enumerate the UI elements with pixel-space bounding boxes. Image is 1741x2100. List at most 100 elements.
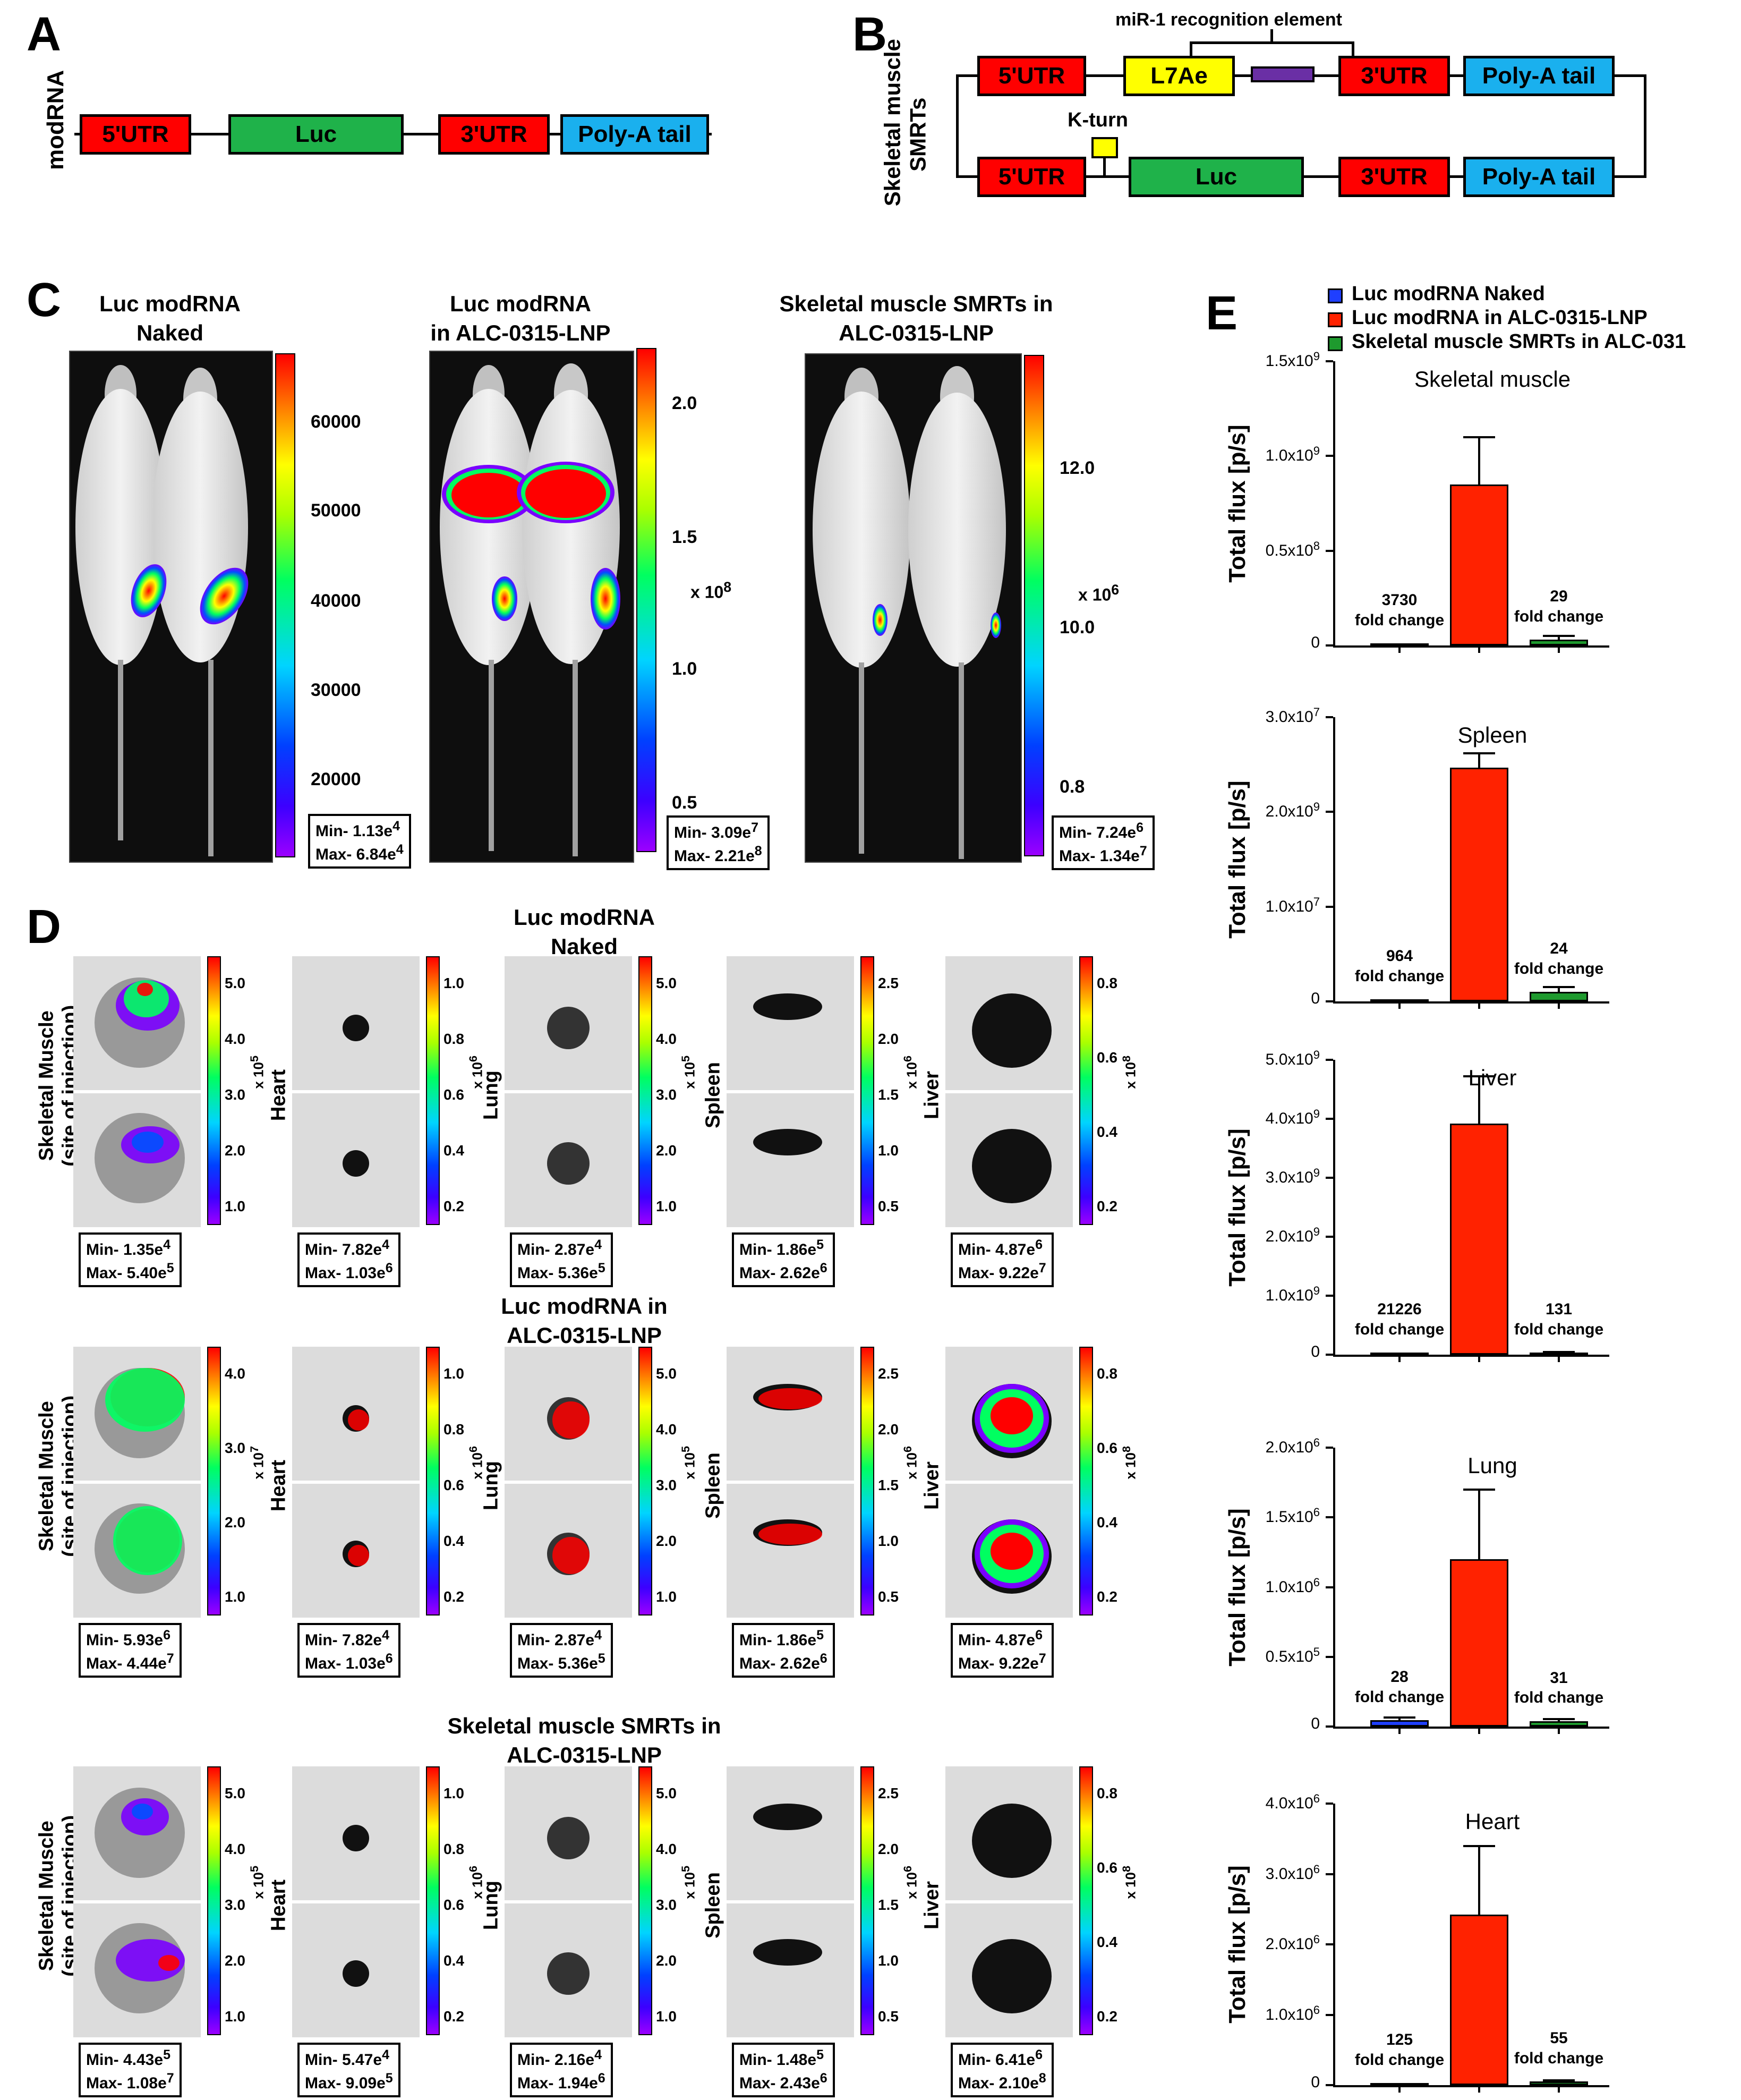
e-x-tick [1478,645,1480,653]
d-colorbar-tick: 0.8 [443,1421,464,1438]
panel-letter-e: E [1206,287,1238,340]
d-colorbar [1079,1766,1093,2035]
legend-label-naked: Luc modRNA Naked [1352,283,1545,305]
d-scale-label: x 105 [679,1446,698,1480]
e-x-tick [1558,2085,1560,2093]
panel-letter-a: A [27,8,61,61]
e-y-tick-label: 4.0x106 [1265,1792,1320,1812]
d-section-title: Skeletal muscle SMRTs in ALC-0315-LNP [447,1713,721,1767]
e-error-cap [1543,1350,1575,1353]
c-colorbar-naked [275,353,295,857]
d-colorbar-tick: 0.8 [443,1031,464,1047]
c-scale-label: x 108 [690,579,732,602]
d-colorbar-tick: 0.2 [1097,1588,1117,1605]
d-signal-blob [113,1506,182,1575]
e-fold-label: 964 fold change [1354,947,1445,985]
d-colorbar-tick: 2.0 [878,1421,899,1438]
e-y-tick-mark [1326,1236,1333,1238]
e-x-tick [1398,2085,1401,2093]
c-colorbar-lnp [636,348,656,852]
d-image-divider [73,1090,201,1093]
e-y-tick-label: 1.0x106 [1265,2003,1320,2024]
d-signal-blob [991,1533,1033,1570]
e-y-tick-label: 1.5x109 [1265,350,1320,370]
mir-label: miR-1 recognition element [1115,10,1342,30]
d-minmax: Min- 1.48e5 Max- 2.43e6 [732,2043,835,2097]
d-section-title: Luc modRNA in ALC-0315-LNP [501,1294,668,1348]
d-organ-label: Liver [920,1881,943,1929]
e-y-tick-mark [1326,455,1333,457]
d-colorbar [426,956,440,1225]
e-y-tick-mark [1326,716,1333,718]
d-colorbar-tick: 3.0 [656,1897,677,1913]
e-error-cap [1463,1075,1495,1078]
e-error-bar [1478,1076,1480,1124]
e-y-tick-label: 3.0x109 [1265,1166,1320,1186]
d-colorbar [638,956,652,1225]
d-organ-label: Lung [480,1881,502,1930]
d-colorbar-tick: 3.0 [225,1897,245,1913]
e-y-tick-mark [1326,1725,1333,1728]
d-colorbar-tick: 0.4 [1097,1934,1117,1950]
legend-swatch-smrts [1328,336,1343,351]
e-y-axis [1333,1804,1335,2085]
d-colorbar [860,1766,874,2035]
e-error-cap [1463,1844,1495,1847]
d-colorbar [1079,1347,1093,1616]
d-minmax: Min- 4.87e6 Max- 9.22e7 [951,1623,1054,1678]
d-image-divider [945,1090,1073,1093]
e-y-tick-mark [1326,1177,1333,1179]
d-colorbar [426,1766,440,2035]
d-colorbar-tick: 3.0 [656,1086,677,1103]
d-scale-label: x 106 [901,1446,920,1480]
e-error-bar [1478,1489,1480,1559]
d-colorbar-tick: 0.6 [443,1477,464,1493]
e-bar [1450,767,1508,1001]
e-y-tick-mark [1326,1295,1333,1297]
d-minmax: Min- 7.82e4 Max- 1.03e6 [297,1232,400,1287]
e-chart-title: Lung [1467,1453,1517,1478]
d-organ-label: Heart [267,1879,290,1932]
e-fold-label: 131 fold change [1514,1300,1604,1338]
d-section-title: Luc modRNA Naked [514,905,655,959]
e-y-tick-label: 2.0x109 [1265,800,1320,821]
d-scale-label: x 105 [679,1866,698,1899]
d-colorbar-tick: 5.0 [225,1785,245,1801]
d-colorbar-tick: 5.0 [656,1365,677,1382]
d-colorbar [207,1347,221,1616]
e-fold-label: 125 fold change [1354,2031,1445,2069]
e-y-tick-mark [1326,811,1333,813]
e-y-tick-label: 0 [1311,634,1320,651]
d-minmax: Min- 1.86e5 Max- 2.62e6 [732,1232,835,1287]
e-y-tick-mark [1326,1586,1333,1588]
d-colorbar [638,1347,652,1616]
d-organ-label: Liver [920,1461,943,1510]
d-organ-shape [547,1007,590,1049]
b-row2-3utr-box: 3'UTR [1338,157,1450,197]
e-y-tick-mark [1326,1803,1333,1805]
c-tick: 0.5 [672,793,697,813]
d-signal-blob [137,983,153,996]
e-y-tick-label: 5.0x109 [1265,1048,1320,1068]
e-error-bar [1558,987,1560,992]
d-colorbar-tick: 1.0 [656,1588,677,1605]
mir-element-box [1251,66,1315,82]
d-colorbar-tick: 5.0 [656,975,677,991]
e-error-bar [1478,437,1480,484]
e-fold-label: 28 fold change [1354,1668,1445,1706]
d-colorbar-tick: 4.0 [656,1421,677,1438]
d-colorbar-tick: 1.0 [443,975,464,991]
b-l7ae-box: L7Ae [1123,56,1235,96]
e-y-tick-label: 1.0x109 [1265,444,1320,465]
d-image-divider [505,1900,632,1903]
d-colorbar [1079,956,1093,1225]
e-bar [1530,640,1588,645]
e-bar [1450,1559,1508,1727]
b-row1-5utr-box: 5'UTR [977,56,1086,96]
d-colorbar-tick: 2.0 [225,1514,245,1531]
d-image-divider [727,1481,854,1484]
e-error-bar [1398,1717,1401,1721]
d-colorbar-tick: 0.4 [443,1952,464,1969]
e-x-tick [1398,645,1401,653]
d-organ-label: Heart [267,1069,290,1121]
